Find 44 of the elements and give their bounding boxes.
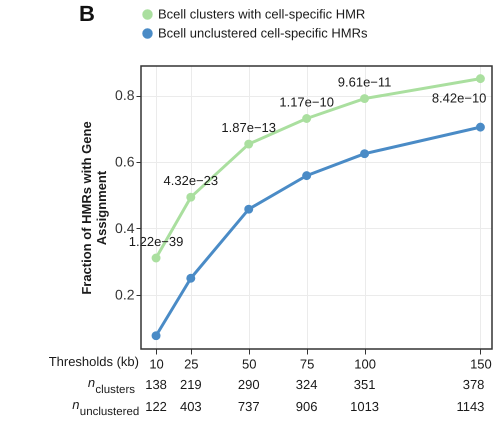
legend-label: Bcell clusters with cell-specific HMR: [158, 6, 366, 22]
y-tick-label: 0.6: [115, 153, 135, 170]
text: 351: [354, 377, 376, 392]
annotation: 8.42e−10: [432, 90, 486, 106]
annotation: 9.61e−11: [338, 74, 392, 90]
x-tick-label: 25: [184, 356, 199, 372]
text: 1143: [456, 399, 484, 414]
point: [244, 140, 254, 149]
x-tick-label: 75: [300, 356, 314, 372]
text: 378: [462, 377, 484, 392]
text: 737: [238, 399, 260, 414]
point: [302, 171, 312, 180]
annotation: 1.87e−13: [221, 120, 276, 136]
point: [152, 331, 161, 340]
x-tick-label: 100: [354, 356, 376, 372]
y-tick-label: 0.8: [115, 87, 135, 104]
chart-title: B: [79, 1, 95, 26]
point: [186, 192, 196, 202]
annotation: 4.32e−23: [164, 173, 218, 188]
text: 324: [296, 377, 318, 392]
text: 290: [238, 377, 260, 392]
y-tick-label: 0.4: [115, 220, 135, 236]
text: 906: [296, 399, 318, 414]
y-tick-label: 0.2: [115, 286, 135, 302]
point: [360, 94, 370, 104]
x-axis-title: Thresholds (kb): [48, 354, 139, 369]
text: 403: [180, 399, 202, 414]
text: 219: [180, 377, 202, 392]
annotation: 1.17e−10: [279, 94, 334, 110]
point: [360, 149, 370, 158]
x-tick-label: 150: [470, 356, 492, 372]
point: [244, 204, 254, 214]
text: 1013: [350, 399, 380, 414]
point: [186, 274, 196, 283]
x-tick-label: 50: [242, 356, 256, 372]
text: 138: [145, 377, 167, 392]
legend-label: Bcell unclustered cell-specific HMRs: [158, 26, 368, 40]
point: [476, 74, 485, 84]
point: [152, 254, 161, 262]
x-tick-label: 10: [149, 356, 164, 372]
point: [302, 114, 312, 123]
point: [476, 122, 485, 132]
y-axis-title: Fraction of HMRs with Gene Assignment: [79, 121, 110, 295]
text: 122: [145, 399, 167, 414]
